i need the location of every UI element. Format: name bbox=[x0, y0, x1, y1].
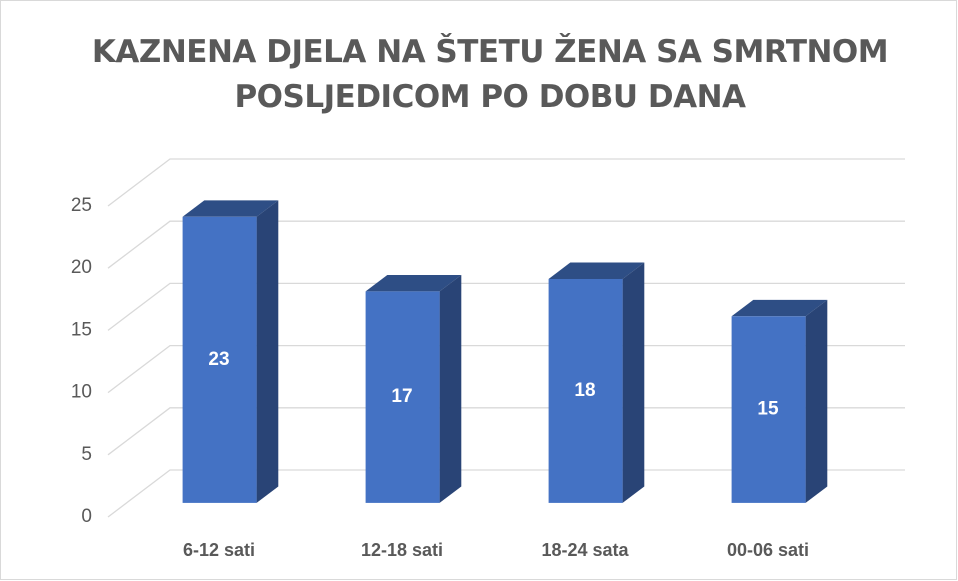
y-tick-label: 5 bbox=[81, 444, 92, 465]
bar bbox=[365, 291, 440, 503]
grid-line bbox=[107, 282, 905, 331]
bar-side bbox=[622, 262, 645, 503]
bar-top bbox=[365, 274, 462, 292]
grid-line bbox=[107, 220, 905, 269]
grid-line bbox=[107, 407, 905, 456]
bar-side bbox=[439, 274, 462, 503]
y-tick-label: 15 bbox=[71, 319, 92, 340]
x-tick-label: 18-24 sata bbox=[541, 540, 629, 560]
bar bbox=[182, 216, 257, 503]
grid-line bbox=[107, 344, 905, 394]
bar-top bbox=[731, 299, 828, 317]
chart-title: KAZNENA DJELA NA ŠTETU ŽENA SA SMRTNOM P… bbox=[91, 34, 889, 115]
y-tick-label: 10 bbox=[71, 382, 92, 403]
bar bbox=[548, 278, 623, 503]
data-label: 17 bbox=[391, 386, 412, 407]
grid-line bbox=[107, 158, 905, 207]
grid-line bbox=[107, 469, 905, 518]
bar-top bbox=[182, 200, 279, 217]
y-tick-label: 20 bbox=[71, 257, 92, 278]
data-label: 23 bbox=[208, 349, 229, 370]
x-tick-label: 12-18 sati bbox=[361, 540, 443, 560]
data-label: 18 bbox=[574, 380, 595, 401]
x-tick-label: 6-12 sati bbox=[183, 540, 255, 560]
bar bbox=[731, 316, 806, 503]
data-label: 15 bbox=[757, 399, 779, 420]
bar-top bbox=[548, 262, 645, 279]
bar-side bbox=[256, 200, 279, 503]
y-tick-label: 25 bbox=[71, 195, 92, 216]
bar-side bbox=[805, 299, 828, 503]
y-tick-label: 0 bbox=[81, 506, 92, 527]
x-tick-label: 00-06 sati bbox=[727, 540, 809, 560]
